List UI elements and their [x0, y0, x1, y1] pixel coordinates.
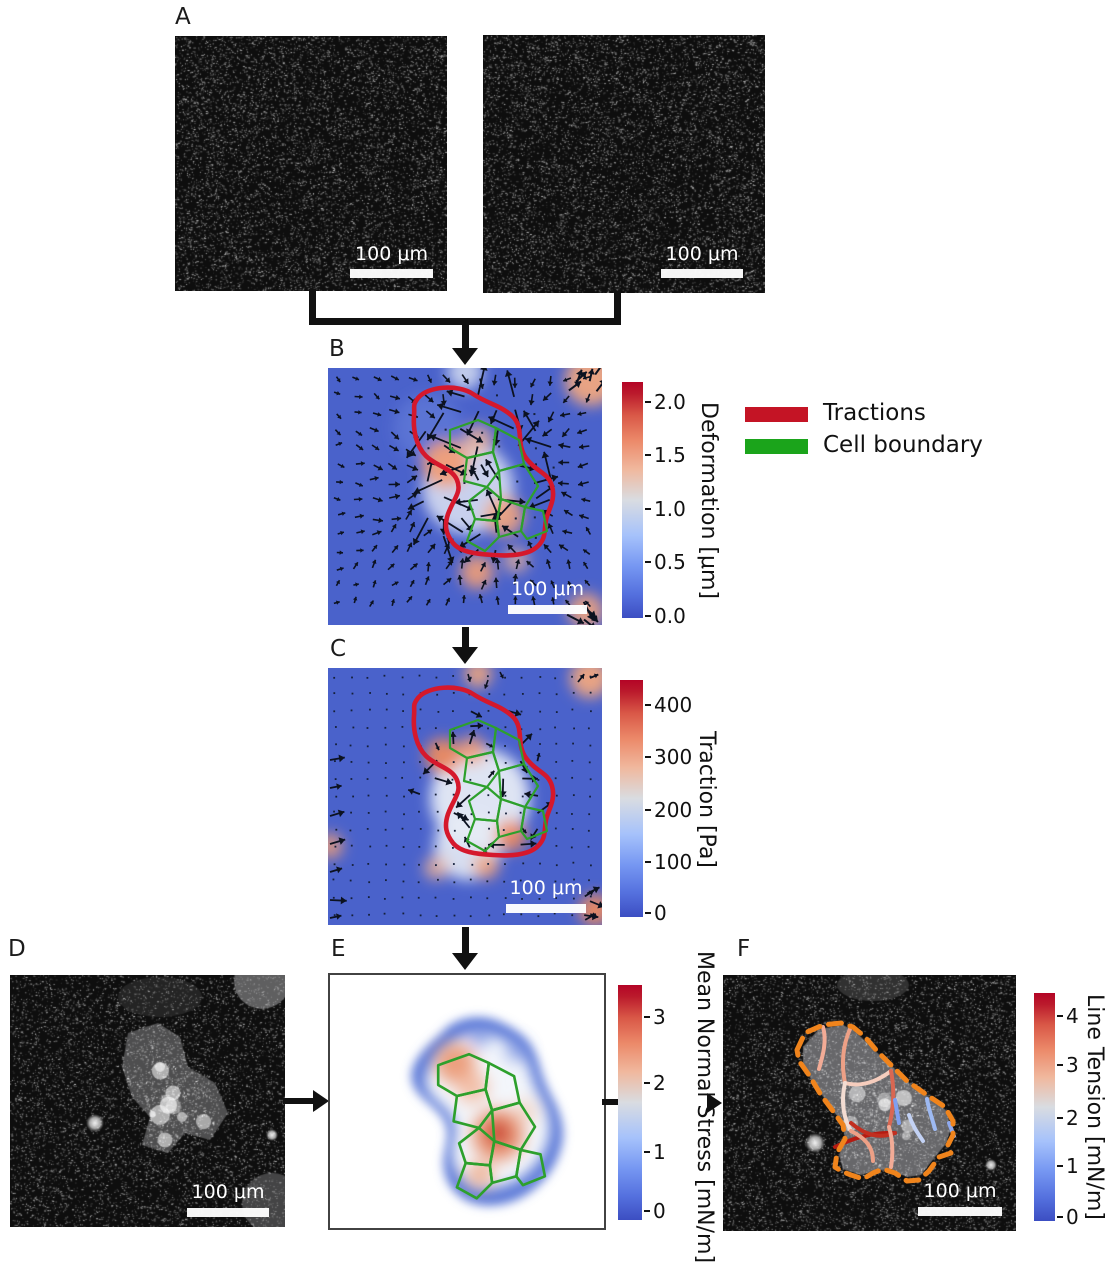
- flow-line-to-b: [462, 318, 469, 350]
- colorbar-tick: 3: [644, 1006, 666, 1028]
- panel-a-bead-image-1: 100 μm: [175, 36, 447, 291]
- flow-arrowhead-d-to-e: [313, 1090, 329, 1112]
- traction-heatmap: [328, 668, 602, 925]
- flow-line-b-to-c: [462, 627, 469, 650]
- panel-f-label: F: [737, 936, 751, 962]
- colorbar-mean-normal-stress: [618, 985, 642, 1220]
- bead-speckle-canvas: [483, 35, 765, 293]
- flow-line-d-to-e: [283, 1098, 315, 1104]
- panel-a-label: A: [175, 4, 191, 30]
- legend-swatch-tractions: [745, 407, 808, 422]
- colorbar-tick: 400: [645, 694, 692, 716]
- panel-e-label: E: [331, 936, 346, 962]
- colorbar-tick: 200: [645, 799, 692, 821]
- colorbar-tick: 1: [644, 1141, 666, 1163]
- cell-boundaries-green: [448, 718, 549, 853]
- scale-bar-label: 100 μm: [191, 1181, 265, 1203]
- colony-outline-dashed-orange: [794, 1020, 956, 1184]
- panel-e-stress-map: [328, 973, 606, 1230]
- scale-bar-label: 100 μm: [923, 1180, 997, 1202]
- traction-boundary-outline: [411, 385, 556, 558]
- colorbar-tick: 0.0: [645, 605, 686, 627]
- colorbar-tick: 2: [644, 1072, 666, 1094]
- colorbar-tick: 100: [645, 851, 692, 873]
- legend-label-cell-boundary: Cell boundary: [823, 432, 983, 458]
- colorbar-tick: 1: [1057, 1155, 1079, 1177]
- cell-boundaries-green: [448, 418, 549, 553]
- panel-f-line-tension-image: 100 μm: [723, 975, 1016, 1231]
- line-tension-overlay: [794, 1020, 956, 1184]
- colorbar-deformation: [622, 382, 643, 618]
- legend-label-tractions: Tractions: [823, 400, 926, 426]
- scale-bar-label: 100 μm: [511, 578, 584, 600]
- colorbar-traction: [620, 680, 643, 917]
- scale-bar: [187, 1208, 269, 1217]
- panel-a-bead-image-2: 100 μm: [483, 35, 765, 293]
- colorbar-tick: 300: [645, 746, 692, 768]
- deformation-heatmap: [328, 368, 602, 625]
- scale-bar-label: 100 μm: [509, 877, 583, 899]
- colorbar-tick: 4: [1057, 1005, 1079, 1027]
- panel-d-cell-image: 100 μm: [10, 975, 285, 1227]
- panel-b-label: B: [329, 336, 345, 362]
- colorbar-tick: 2: [1057, 1107, 1079, 1129]
- colorbar-tick: 0: [645, 902, 667, 924]
- scale-bar: [508, 605, 587, 614]
- legend-swatch-cell-boundary: [745, 439, 808, 454]
- panel-d-label: D: [8, 936, 26, 962]
- flow-arrowhead-to-b: [452, 348, 478, 365]
- scale-bar: [506, 904, 586, 913]
- flow-arrowhead-e-to-f: [707, 1093, 722, 1113]
- scale-bar-label: 100 μm: [665, 243, 739, 265]
- colorbar-tick: 3: [1057, 1054, 1079, 1076]
- scale-bar-label: 100 μm: [355, 243, 428, 265]
- flow-line-e-to-f: [602, 1099, 618, 1105]
- colorbar-tick: 0: [644, 1200, 666, 1222]
- colorbar-title-deformation: Deformation [μm]: [696, 401, 721, 599]
- colorbar-tick: 0: [1057, 1206, 1079, 1228]
- colorbar-line-tension: [1034, 993, 1055, 1221]
- colorbar-title-traction: Traction [Pa]: [694, 730, 719, 868]
- bead-speckle-canvas: [175, 36, 447, 291]
- panel-c-label: C: [330, 636, 347, 662]
- colorbar-tick: 1.5: [645, 444, 686, 466]
- flow-line-a1-down: [309, 289, 316, 322]
- scale-bar: [350, 269, 433, 278]
- flow-arrowhead-b-to-c: [452, 647, 478, 664]
- panel-b-deformation-map: 100 μm: [328, 368, 602, 625]
- mean-normal-stress-map: [411, 1017, 563, 1206]
- cell-microscopy-canvas: [10, 975, 285, 1227]
- cell-boundaries-green: [436, 1052, 547, 1200]
- colorbar-tick: 1.0: [645, 498, 686, 520]
- colorbar-title-line-tension: Line Tension [mN/m]: [1082, 994, 1107, 1220]
- colorbar-tick: 2.0: [645, 391, 686, 413]
- flow-line-c-to-e: [462, 927, 469, 955]
- panel-c-traction-map: 100 μm: [328, 668, 602, 925]
- flow-line-a2-down: [614, 291, 621, 322]
- stress-blob: [411, 1017, 563, 1206]
- scale-bar: [918, 1207, 1002, 1216]
- scale-bar: [661, 269, 743, 278]
- colorbar-tick: 0.5: [645, 551, 686, 573]
- flow-arrowhead-c-to-e: [452, 953, 478, 970]
- cell-microscopy-canvas: [723, 975, 1016, 1231]
- traction-boundary-outline: [411, 685, 556, 858]
